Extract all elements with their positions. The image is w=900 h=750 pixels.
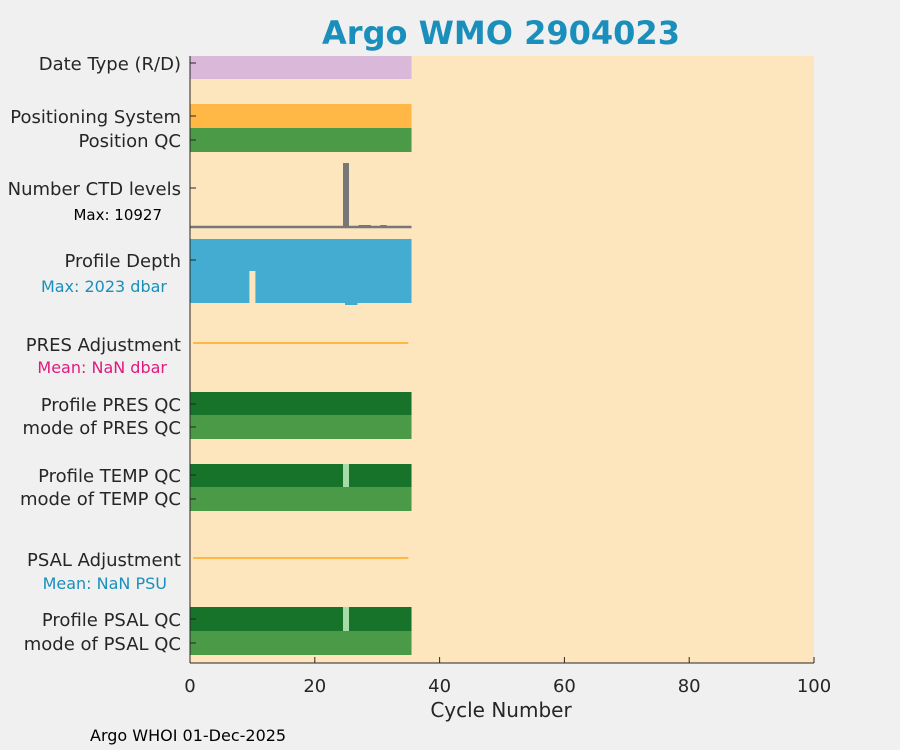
x-axis-label: Cycle Number bbox=[430, 698, 572, 722]
profile-pres-qc-bar bbox=[190, 392, 412, 415]
note-pres-mean: Mean: NaN dbar bbox=[37, 358, 167, 377]
profile-depth-short-0 bbox=[249, 271, 256, 303]
mode-pres-qc-bar bbox=[190, 415, 412, 439]
profile-temp-qc-gap-0 bbox=[343, 464, 349, 487]
profile-temp-qc-bar bbox=[190, 464, 412, 487]
label-mode-psal-qc: mode of PSAL QC bbox=[24, 634, 181, 655]
label-date-type: Date Type (R/D) bbox=[39, 54, 181, 75]
note-ctd-max: Max: 10927 bbox=[73, 206, 162, 224]
note-depth-max: Max: 2023 dbar bbox=[41, 277, 167, 296]
ctd-levels-spike bbox=[343, 163, 349, 227]
label-position-qc: Position QC bbox=[78, 131, 181, 152]
profile-psal-qc-gap-0 bbox=[343, 607, 349, 631]
date-type-bar bbox=[190, 56, 412, 79]
row-labels: Date Type (R/D) Positioning System Positio… bbox=[8, 54, 181, 655]
label-profile-depth: Profile Depth bbox=[64, 251, 181, 272]
x-tick-label-2: 40 bbox=[428, 676, 451, 697]
label-positioning-system: Positioning System bbox=[10, 107, 181, 128]
x-tick-label-5: 100 bbox=[797, 676, 831, 697]
profile-psal-qc-bar bbox=[190, 607, 412, 631]
position-qc-bar bbox=[190, 128, 412, 152]
label-ctd-levels: Number CTD levels bbox=[8, 179, 181, 200]
mode-psal-qc-bar bbox=[190, 631, 412, 655]
x-tick-label-0: 0 bbox=[184, 676, 195, 697]
label-pres-adjustment: PRES Adjustment bbox=[26, 335, 181, 356]
label-profile-temp-qc: Profile TEMP QC bbox=[38, 466, 181, 487]
label-mode-pres-qc: mode of PRES QC bbox=[23, 418, 181, 439]
x-tick-label-3: 60 bbox=[553, 676, 576, 697]
axes: 0 20 40 60 80 100 bbox=[184, 56, 831, 697]
plot-background bbox=[190, 56, 814, 663]
footer-credit: Argo WHOI 01-Dec-2025 bbox=[90, 726, 286, 745]
chart-title: Argo WMO 2904023 bbox=[322, 14, 680, 52]
positioning-system-bar bbox=[190, 104, 412, 128]
profile-depth-bar bbox=[190, 239, 412, 303]
profile-depth-extra-0 bbox=[345, 303, 358, 305]
mode-temp-qc-bar bbox=[190, 487, 412, 511]
label-mode-temp-qc: mode of TEMP QC bbox=[20, 489, 181, 510]
x-tick-label-1: 20 bbox=[303, 676, 326, 697]
label-profile-pres-qc: Profile PRES QC bbox=[41, 395, 181, 416]
note-psal-mean: Mean: NaN PSU bbox=[43, 574, 167, 593]
x-tick-label-4: 80 bbox=[678, 676, 701, 697]
label-psal-adjustment: PSAL Adjustment bbox=[27, 550, 181, 571]
label-profile-psal-qc: Profile PSAL QC bbox=[42, 610, 181, 631]
data-marks bbox=[190, 56, 412, 655]
